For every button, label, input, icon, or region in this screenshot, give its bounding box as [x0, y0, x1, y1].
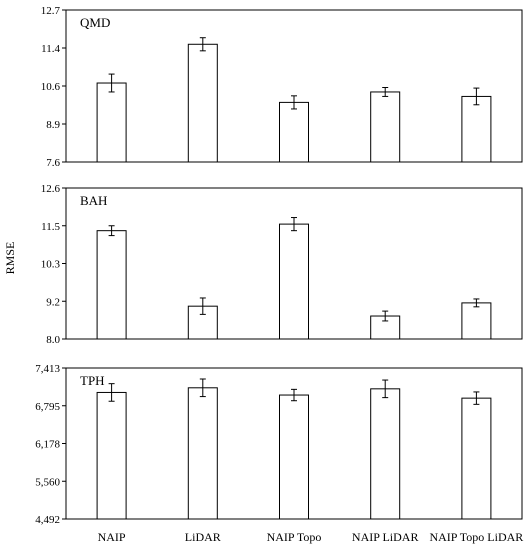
bar-naip — [96, 82, 127, 163]
y-tick-label: 8.0 — [46, 334, 60, 346]
y-tick-label: 4,492 — [35, 514, 60, 526]
bar-naip-lidar — [370, 388, 401, 520]
bar-naip-topo-lidar — [461, 302, 492, 340]
panel-qmd: 7.6 8.9 10.6 11.4 12.7 QMD — [41, 5, 523, 169]
y-tick-label: 5,560 — [35, 476, 60, 488]
bar-naip-topo — [279, 101, 309, 163]
x-category-label: NAIP LiDAR — [352, 530, 419, 544]
x-category-label: NAIP Topo LiDAR — [429, 530, 523, 544]
y-tick-label: 11.5 — [41, 221, 60, 233]
bar-naip — [96, 230, 127, 340]
panel-tph: 4,492 5,560 6,178 6,795 7,413 TPH — [35, 363, 523, 526]
bar-naip-lidar — [370, 91, 401, 163]
y-tick-label: 7,413 — [35, 363, 60, 375]
bar-naip-topo — [279, 394, 309, 520]
bar-naip-topo-lidar — [461, 95, 492, 163]
y-tick-label: 12.6 — [41, 183, 61, 195]
y-tick-label: 10.6 — [41, 81, 61, 93]
y-tick-label: 12.7 — [41, 5, 61, 17]
y-tick-label: 8.9 — [46, 119, 60, 131]
y-tick-label: 6,178 — [35, 439, 60, 451]
bar-lidar — [187, 305, 218, 340]
panel-title: TPH — [80, 373, 105, 388]
bar-naip-topo-lidar — [461, 397, 492, 520]
x-category-label: NAIP Topo — [267, 530, 322, 544]
y-tick-label: 10.3 — [41, 259, 61, 271]
panel-title: QMD — [80, 15, 110, 30]
bar-lidar — [187, 387, 218, 520]
x-category-label: NAIP — [98, 530, 126, 544]
y-tick-label: 7.6 — [46, 157, 60, 169]
bar-lidar — [187, 43, 218, 163]
panel-title: BAH — [80, 193, 107, 208]
panel-bah: 8.0 9.2 10.3 11.5 12.6 BAH — [41, 183, 523, 346]
chart-panels: 7.6 8.9 10.6 11.4 12.7 QMD 8.0 9.2 10.3 11.5 12.6 B… — [35, 5, 523, 544]
bar-naip — [96, 391, 127, 520]
y-tick-label: 9.2 — [46, 296, 60, 308]
y-tick-label: 11.4 — [41, 43, 60, 55]
x-category-label: LiDAR — [185, 530, 221, 544]
bar-naip-topo — [279, 223, 309, 340]
y-tick-label: 6,795 — [35, 401, 60, 413]
y-axis-label: RMSE — [3, 242, 17, 275]
